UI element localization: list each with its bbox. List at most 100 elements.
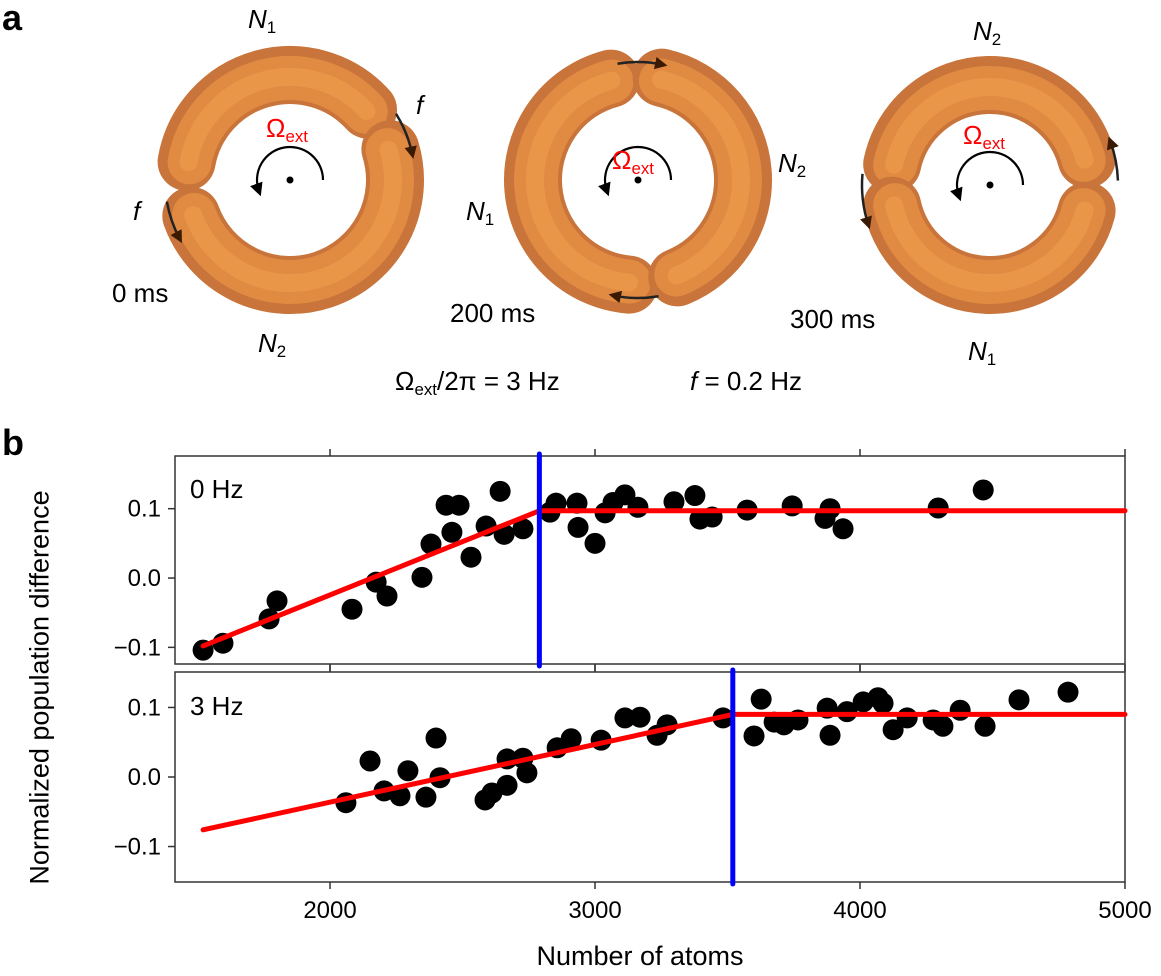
data-point <box>927 497 949 519</box>
tunneling-arrow-icon <box>394 113 417 159</box>
plot-frame <box>174 455 1126 665</box>
ring-3 <box>860 56 1120 314</box>
data-point <box>882 719 904 741</box>
data-point <box>1057 681 1079 703</box>
tunneling-arrow-icon <box>617 56 668 70</box>
ring2-n-right: N2 <box>778 148 807 182</box>
bottom-plot-label: 3 Hz <box>190 691 244 721</box>
data-point <box>567 516 589 538</box>
data-point <box>663 491 685 513</box>
data-point <box>974 715 996 737</box>
data-point <box>460 546 482 568</box>
ring3-n-bottom: N1 <box>968 336 997 370</box>
tunneling-arrow-icon <box>1106 136 1120 181</box>
data-point <box>411 566 433 588</box>
y-tick-label: −0.1 <box>114 834 161 861</box>
y-tick-label: 0.0 <box>128 764 161 791</box>
x-tick-label: 2000 <box>303 897 356 924</box>
ring1-f-right: f <box>416 90 424 120</box>
data-point <box>512 518 534 540</box>
x-tick-label: 3000 <box>568 897 621 924</box>
data-point <box>743 725 765 747</box>
tunneling-caption: f = 0.2 Hz <box>690 366 803 396</box>
data-point <box>441 521 463 543</box>
data-point <box>448 494 470 516</box>
y-axis-label: Normalized population difference <box>24 490 55 885</box>
plot-2: 0.1 0.0 −0.1 2000 3000 4000 5000 <box>114 665 1152 924</box>
rotation-caption: Ωext/2π = 3 Hz <box>395 366 560 400</box>
data-point <box>750 688 772 710</box>
y-tick-label: 0.0 <box>128 565 161 592</box>
ring2-time: 200 ms <box>450 298 536 328</box>
rotation-axis-dot <box>634 176 642 184</box>
y-tick-label: 0.1 <box>128 496 161 523</box>
ring3-n-top: N2 <box>973 16 1002 50</box>
data-point <box>629 706 651 728</box>
ring1-n-top: N1 <box>248 4 277 38</box>
data-point <box>614 484 636 506</box>
y-tick-label: 0.1 <box>128 694 161 721</box>
data-point <box>684 485 706 507</box>
data-point <box>949 699 971 721</box>
data-point <box>266 590 288 612</box>
panel-label-a: a <box>2 0 23 38</box>
tunneling-arrow-icon <box>165 201 182 244</box>
tunneling-arrow-icon <box>860 173 872 230</box>
ring2-omega: Ωext <box>612 145 654 179</box>
data-point <box>584 532 606 554</box>
condensate-segment-highlight <box>885 78 1094 174</box>
rotation-arrow-icon <box>950 150 1025 202</box>
x-tick-label: 5000 <box>1098 897 1151 924</box>
data-point <box>397 760 419 782</box>
rotation-arrow-icon <box>598 145 673 197</box>
data-point <box>819 724 841 746</box>
data-point <box>896 707 918 729</box>
condensate-segment-highlight <box>526 71 639 292</box>
fit-line <box>200 508 1128 649</box>
data-point <box>341 598 363 620</box>
ring1-time: 0 ms <box>112 278 169 308</box>
rotation-axis-dot <box>986 181 994 189</box>
ring2-n-left: N1 <box>466 196 495 230</box>
condensate-segment-highlight <box>179 68 376 172</box>
plot-frame <box>174 671 1126 883</box>
ring-diagrams <box>157 46 1120 314</box>
data-point <box>420 533 442 555</box>
x-axis-label: Number of atoms <box>536 941 744 971</box>
ring1-f-left: f <box>133 196 141 226</box>
rotation-axis-dot <box>286 176 294 184</box>
condensate-segment-highlight <box>652 70 750 285</box>
ring-1 <box>157 46 424 314</box>
ring1-omega: Ωext <box>266 113 308 147</box>
rotation-arrow-icon <box>250 145 325 197</box>
data-point <box>932 715 954 737</box>
ring-2 <box>504 48 772 314</box>
data-point <box>376 585 398 607</box>
data-point <box>627 496 649 518</box>
data-point <box>516 762 538 784</box>
data-point <box>832 518 854 540</box>
data-point <box>872 692 894 714</box>
plot-1: 0.1 0.0 −0.1 <box>114 449 1128 671</box>
data-point <box>415 786 437 808</box>
x-tick-label: 4000 <box>833 897 886 924</box>
condensate-segment-highlight <box>885 196 1094 292</box>
data-point <box>359 750 381 772</box>
data-point <box>496 774 518 796</box>
data-point <box>489 480 511 502</box>
condensate-segment-highlight <box>184 140 402 292</box>
data-point <box>614 707 636 729</box>
data-point <box>425 727 447 749</box>
data-point <box>972 479 994 501</box>
ring3-time: 300 ms <box>790 304 876 334</box>
data-point <box>560 728 582 750</box>
data-point <box>1008 689 1030 711</box>
ring3-omega: Ωext <box>963 120 1005 154</box>
y-tick-label: −0.1 <box>114 634 161 661</box>
panel-label-b: b <box>2 422 24 463</box>
tunneling-arrow-icon <box>608 290 659 304</box>
top-plot-label: 0 Hz <box>190 474 244 504</box>
ring1-n-bottom: N2 <box>258 328 287 362</box>
